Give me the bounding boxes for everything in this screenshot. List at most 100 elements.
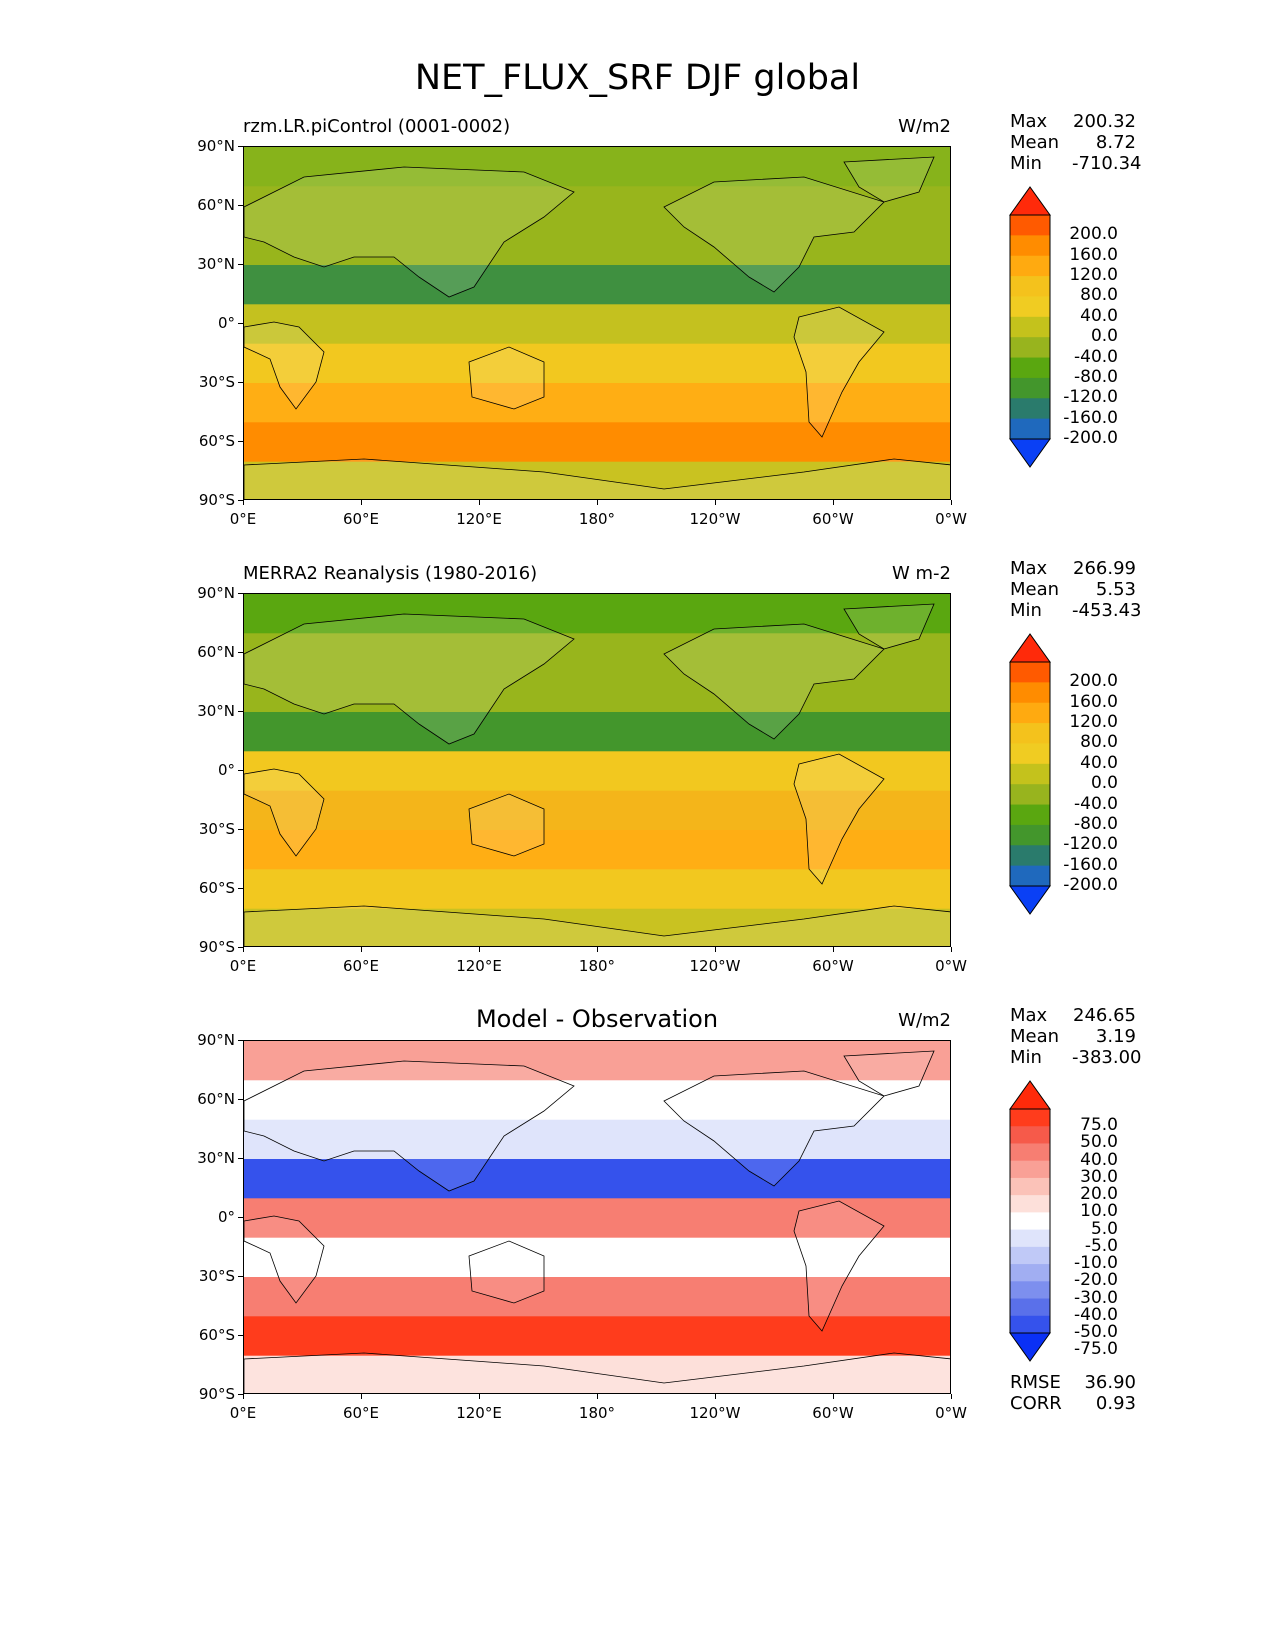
- africa-land: [244, 768, 325, 857]
- stat-key: Min: [1010, 600, 1042, 621]
- lat-tick-mark: [238, 382, 243, 383]
- colorbar-label: 5.0: [1090, 1218, 1118, 1239]
- stat-mean: Mean 3.19: [1010, 1026, 1136, 1047]
- map-panel: [243, 593, 951, 947]
- colorbar-label: -40.0: [1074, 1304, 1118, 1325]
- zonal-band: [244, 383, 950, 424]
- colorbar-label: 40.0: [1080, 1149, 1118, 1170]
- lon-tick-label: 120°E: [456, 957, 502, 975]
- colorbar-swatch: [1010, 1229, 1050, 1248]
- colorbar-label: 120.0: [1069, 712, 1118, 733]
- colorbar-label: 20.0: [1080, 1184, 1118, 1205]
- panel-units: W/m2: [898, 116, 951, 137]
- lat-tick-mark: [238, 1040, 243, 1041]
- zonal-band: [244, 830, 950, 871]
- colorbar-label: 40.0: [1080, 752, 1118, 773]
- lon-tick-mark: [715, 500, 716, 505]
- panel-left-label: MERRA2 Reanalysis (1980-2016): [243, 563, 538, 584]
- antarctica-land: [244, 905, 950, 946]
- zonal-band: [244, 265, 950, 306]
- colorbar: [1009, 1080, 1051, 1362]
- colorbar-frame: [1009, 214, 1051, 440]
- stat-rmse: RMSE 36.90: [1010, 1372, 1136, 1393]
- colorbar-swatch: [1010, 1246, 1050, 1265]
- colorbar-swatch: [1010, 1195, 1050, 1213]
- colorbar-wrap: [1009, 633, 1051, 919]
- lat-tick-mark: [238, 146, 243, 147]
- lon-tick-mark: [243, 1394, 244, 1399]
- colorbar-frame: [1009, 1108, 1051, 1334]
- south-america-land: [793, 753, 885, 885]
- north-america-land: [663, 623, 885, 740]
- stat-key: Max: [1010, 1005, 1048, 1026]
- lon-tick-label: 0°E: [229, 510, 257, 528]
- stat-max: Max 266.99: [1010, 558, 1136, 579]
- lon-tick-label: 120°W: [689, 510, 741, 528]
- stat-key: Min: [1010, 153, 1042, 174]
- lat-tick-mark: [238, 947, 243, 948]
- colorbar-swatch: [1010, 296, 1050, 318]
- colorbar-swatch: [1010, 723, 1050, 744]
- lon-tick-mark: [951, 500, 952, 505]
- lon-tick-label: 0°E: [229, 957, 257, 975]
- lon-tick-mark: [597, 500, 598, 505]
- lon-tick-label: 60°W: [812, 1404, 854, 1422]
- lon-tick-label: 180°: [578, 510, 616, 528]
- lon-tick-mark: [715, 947, 716, 952]
- stat-value: -453.43: [1072, 600, 1142, 621]
- zonal-band: [244, 343, 950, 384]
- colorbar-label: -80.0: [1074, 813, 1118, 834]
- stat-key: Min: [1010, 1047, 1042, 1068]
- stat-key: CORR: [1010, 1393, 1062, 1414]
- lat-tick-label: 90°N: [197, 137, 235, 155]
- lon-tick-label: 60°E: [342, 510, 380, 528]
- lat-tick-label: 30°S: [198, 373, 235, 391]
- colorbar-label: -40.0: [1074, 346, 1118, 367]
- colorbar-label: -10.0: [1074, 1253, 1118, 1274]
- lat-tick-label: 30°N: [197, 1149, 235, 1167]
- colorbar-swatch: [1010, 316, 1050, 338]
- figure-title: NET_FLUX_SRF DJF global: [414, 58, 861, 98]
- lat-tick-mark: [238, 323, 243, 324]
- panel-units: W m-2: [891, 563, 951, 584]
- lon-tick-label: 120°W: [689, 957, 741, 975]
- colorbar-label: -200.0: [1063, 428, 1118, 448]
- antarctica-land: [244, 458, 950, 499]
- lon-tick-label: 60°W: [812, 957, 854, 975]
- stat-key: RMSE: [1010, 1372, 1061, 1393]
- panel-title: Model - Observation: [475, 1005, 719, 1033]
- colorbar-swatch: [1010, 763, 1050, 785]
- lat-tick-label: 90°S: [198, 491, 235, 509]
- lon-tick-label: 120°E: [456, 1404, 502, 1422]
- zonal-band: [244, 1041, 950, 1082]
- lat-tick-label: 60°N: [197, 643, 235, 661]
- stat-key: Mean: [1010, 1026, 1060, 1047]
- stat-value: 8.72: [1095, 132, 1136, 153]
- stat-key: Max: [1010, 111, 1048, 132]
- colorbar-swatch: [1010, 377, 1050, 399]
- colorbar-swatch: [1010, 235, 1050, 257]
- stat-value: 36.90: [1084, 1372, 1136, 1393]
- colorbar-extend-top: [1009, 633, 1051, 663]
- colorbar-extend-bottom: [1009, 1332, 1051, 1362]
- colorbar-swatch: [1010, 845, 1050, 867]
- lon-tick-label: 180°: [578, 1404, 616, 1422]
- colorbar-label: -120.0: [1063, 387, 1118, 408]
- colorbar-extend-top: [1009, 1080, 1051, 1110]
- colorbar-swatch: [1010, 418, 1050, 440]
- lon-tick-label: 60°E: [342, 1404, 380, 1422]
- lon-tick-mark: [951, 947, 952, 952]
- lon-tick-label: 60°W: [812, 510, 854, 528]
- stat-max: Max 246.65: [1010, 1005, 1136, 1026]
- stat-value: 200.32: [1073, 111, 1136, 132]
- colorbar-label: -160.0: [1063, 407, 1118, 428]
- eurasia-land: [244, 166, 575, 298]
- zonal-band: [244, 751, 950, 792]
- zonal-band: [244, 147, 950, 188]
- colorbar-label: -160.0: [1063, 854, 1118, 875]
- colorbar-extend-top: [1009, 186, 1051, 216]
- lon-tick-label: 0°W: [935, 1404, 967, 1422]
- colorbar-swatch: [1010, 662, 1050, 683]
- lat-tick-mark: [238, 770, 243, 771]
- colorbar-label: 200.0: [1069, 224, 1118, 245]
